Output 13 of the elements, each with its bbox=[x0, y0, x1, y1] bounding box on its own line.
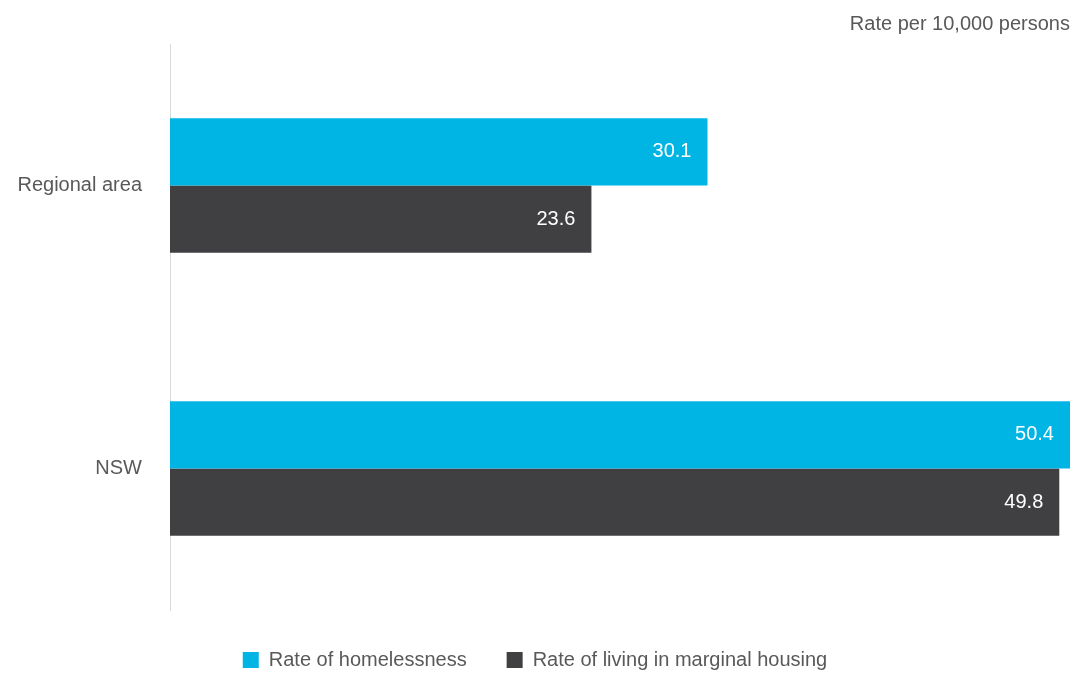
bar bbox=[170, 401, 1070, 469]
y-tick-label: NSW bbox=[95, 456, 143, 479]
y-tick-label: Regional area bbox=[17, 173, 143, 196]
data-label: 30.1 bbox=[652, 139, 692, 162]
chart-title: Rate per 10,000 persons bbox=[849, 11, 1070, 34]
bar bbox=[170, 185, 592, 253]
bar bbox=[170, 118, 708, 186]
legend-label: Rate of living in marginal housing bbox=[532, 647, 828, 670]
data-label: 50.4 bbox=[1015, 422, 1054, 445]
legend-label: Rate of homelessness bbox=[268, 647, 467, 670]
bar bbox=[170, 468, 1060, 536]
data-label: 23.6 bbox=[536, 206, 576, 229]
data-label: 49.8 bbox=[1004, 489, 1044, 512]
